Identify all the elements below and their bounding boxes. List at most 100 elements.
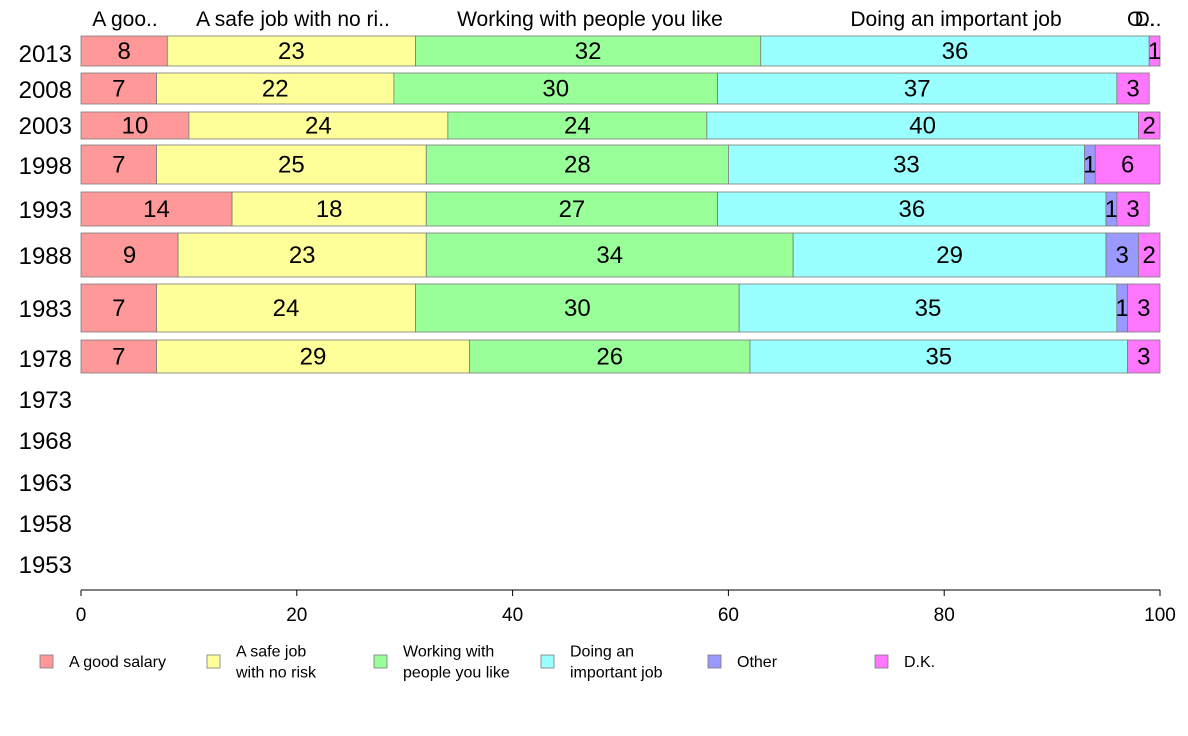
bar-2003-series-4 [706, 111, 1139, 140]
column-header-1: A goo.. [92, 8, 157, 31]
bar-label-1998-series-6: 6 [1121, 152, 1134, 179]
bar-label-2008-series-6: 3 [1126, 76, 1139, 103]
bar-label-1988-series-5: 3 [1116, 242, 1129, 269]
bar-1983-series-3 [415, 283, 740, 333]
year-label-1993: 1993 [19, 197, 72, 224]
bar-label-1993-series-4: 36 [898, 196, 925, 223]
bar-label-2008-series-4: 37 [904, 76, 931, 103]
column-header-4: Doing an important job [850, 8, 1061, 31]
bar-label-1993-series-3: 27 [559, 196, 586, 223]
bar-label-1993-series-1: 14 [143, 196, 170, 223]
bar-1993-series-4 [717, 191, 1107, 227]
bar-label-1998-series-2: 25 [278, 152, 305, 179]
legend-label-3-line-1: Working with [403, 644, 494, 661]
bar-label-2013-series-4: 36 [942, 38, 969, 65]
legend: A good salary A safe job with no risk Worki… [39, 644, 935, 682]
year-label-1953: 1953 [19, 552, 72, 579]
bar-label-1978-series-2: 29 [300, 344, 327, 371]
legend-swatch-3 [373, 654, 388, 669]
bar-label-1983-series-1: 7 [112, 295, 125, 322]
legend-label-5-line-1: Other [737, 654, 778, 671]
bar-label-2008-series-3: 30 [542, 76, 569, 103]
bar-2008-series-4 [717, 72, 1118, 105]
bar-1978-series-4 [749, 339, 1129, 374]
bar-label-2013-series-2: 23 [278, 38, 305, 65]
bar-2008-series-3 [393, 72, 719, 105]
bar-label-1978-series-6: 3 [1137, 344, 1150, 371]
bar-1978-series-3 [469, 339, 751, 374]
bar-2008-series-2 [156, 72, 395, 105]
bar-label-2013-series-3: 32 [575, 38, 602, 65]
legend-label-1-line-1: A good salary [69, 654, 166, 671]
bar-1998-series-4 [728, 144, 1085, 185]
bar-label-1993-series-6: 3 [1126, 196, 1139, 223]
column-header-3: Working with people you like [457, 8, 723, 31]
bar-label-2003-series-3: 24 [564, 113, 591, 140]
legend-label-2-line-1: A safe job [236, 644, 306, 661]
bar-label-1983-series-5: 1 [1116, 295, 1129, 322]
legend-label-4-line-1: Doing an [570, 644, 634, 661]
year-label-1973: 1973 [19, 387, 72, 414]
bar-label-2008-series-2: 22 [262, 76, 289, 103]
bar-label-1983-series-6: 3 [1137, 295, 1150, 322]
bar-label-1988-series-1: 9 [123, 242, 136, 269]
year-label-1978: 1978 [19, 346, 72, 373]
legend-swatch-2 [206, 654, 221, 669]
bar-label-1993-series-2: 18 [316, 196, 343, 223]
bar-1998-series-3 [425, 144, 729, 185]
column-header-6: D.. [1135, 8, 1162, 31]
bar-label-2008-series-1: 7 [112, 76, 125, 103]
x-tick-label-80: 80 [934, 605, 955, 626]
year-label-1983: 1983 [19, 296, 72, 323]
bar-label-1998-series-5: 1 [1083, 152, 1096, 179]
bar-1988-series-6 [1138, 232, 1161, 278]
x-tick-label-60: 60 [718, 605, 739, 626]
bar-1988-series-5 [1105, 232, 1139, 278]
bar-1983-series-1 [80, 283, 157, 333]
bar-label-2013-series-6: 1 [1148, 38, 1161, 65]
bar-1993-series-6 [1116, 191, 1150, 227]
bar-1988-series-1 [80, 232, 179, 278]
bar-2003-series-2 [188, 111, 449, 140]
legend-swatch-5 [707, 654, 722, 669]
bar-1983-series-4 [738, 283, 1118, 333]
column-header-2: A safe job with no ri.. [196, 8, 390, 31]
bar-1993-series-1 [80, 191, 233, 227]
bar-label-1998-series-3: 28 [564, 152, 591, 179]
column-headers: A goo.. A safe job with no ri.. Working wi… [92, 8, 1161, 31]
x-tick-label-0: 0 [76, 605, 87, 626]
bar-1998-series-2 [156, 144, 427, 185]
year-label-1963: 1963 [19, 470, 72, 497]
legend-swatch-4 [540, 654, 555, 669]
bar-label-2003-series-2: 24 [305, 113, 332, 140]
year-label-1998: 1998 [19, 153, 72, 180]
bar-label-1988-series-3: 34 [596, 242, 623, 269]
bar-label-1978-series-1: 7 [112, 344, 125, 371]
year-label-2013: 2013 [19, 41, 72, 68]
bar-1983-series-6 [1127, 283, 1161, 333]
bar-label-1988-series-6: 2 [1143, 242, 1156, 269]
bar-2013-series-6 [1148, 35, 1161, 67]
bar-1983-series-2 [156, 283, 416, 333]
bar-2008-series-6 [1116, 72, 1150, 105]
bars: 8 23 32 36 17 22 30 37 310 24 24 40 27 25 28 33 1 614 18 27… [80, 35, 1161, 374]
column-header-5: O.. [1127, 8, 1155, 31]
x-tick-label-100: 100 [1144, 605, 1176, 626]
legend-label-3-line-2: people you like [403, 665, 510, 682]
bar-label-1998-series-1: 7 [112, 152, 125, 179]
bar-1998-series-6 [1094, 144, 1161, 185]
legend-label-6-line-1: D.K. [904, 654, 935, 671]
bar-1993-series-3 [425, 191, 719, 227]
bar-label-2013-series-1: 8 [117, 38, 130, 65]
bar-1978-series-1 [80, 339, 157, 374]
bar-1988-series-2 [177, 232, 427, 278]
bar-2003-series-6 [1138, 111, 1161, 140]
bar-label-1988-series-2: 23 [289, 242, 316, 269]
bar-label-2003-series-1: 10 [122, 113, 149, 140]
bar-label-1983-series-2: 24 [273, 295, 300, 322]
legend-label-2-line-2: with no risk [235, 665, 317, 682]
bar-label-2003-series-6: 2 [1143, 113, 1156, 140]
bar-label-1983-series-4: 35 [915, 295, 942, 322]
bar-1993-series-2 [231, 191, 427, 227]
